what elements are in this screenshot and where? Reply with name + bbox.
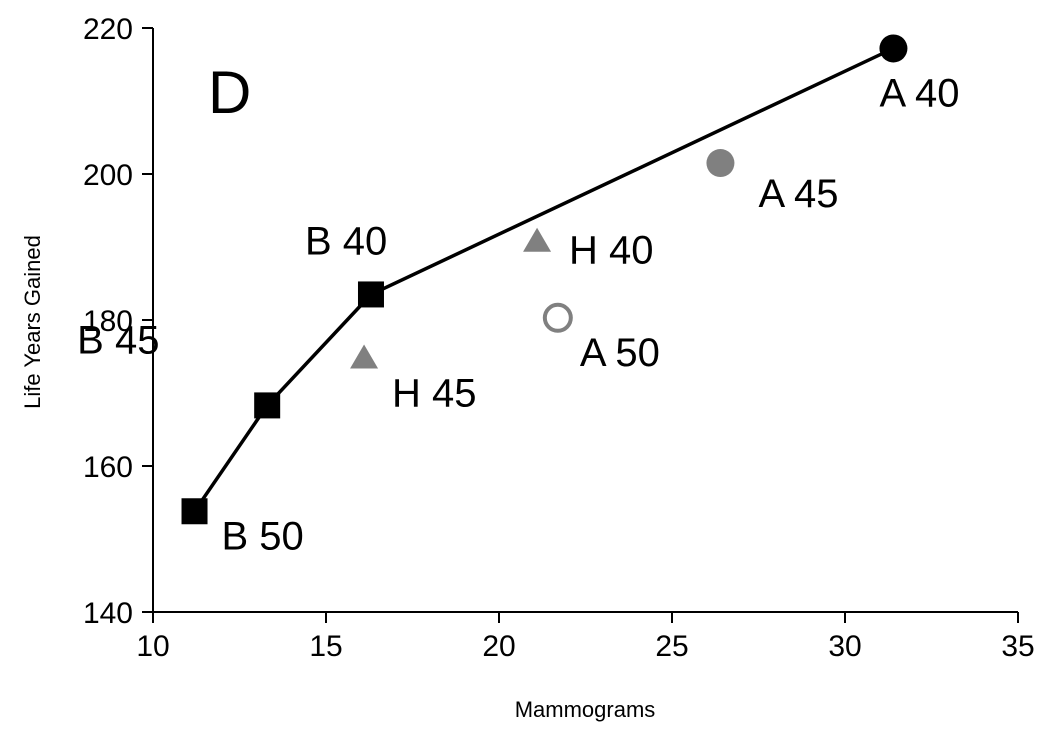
point-label-a-45: A 45: [758, 172, 838, 216]
frontier-line: [193, 46, 895, 513]
marker-a-45: [706, 149, 735, 178]
y-tick-label: 180: [83, 305, 133, 338]
point-label-b-50: B 50: [222, 514, 304, 558]
y-axis-title: Life Years Gained: [20, 235, 45, 409]
y-tick-label: 200: [83, 159, 133, 192]
x-tick-label: 25: [655, 630, 688, 663]
marker-h-45: [350, 344, 379, 369]
point-label-h-45: H 45: [392, 372, 477, 416]
marker-b-45: [254, 392, 281, 419]
y-tick-label: 160: [83, 451, 133, 484]
marker-h-40: [523, 227, 552, 252]
markers: [181, 34, 908, 525]
x-tick-label: 20: [482, 630, 515, 663]
point-label-a-40: A 40: [879, 71, 959, 115]
axes: 10 15 20 25 30 35 140 160 180 200 220: [83, 13, 1035, 663]
x-tick-label: 35: [1001, 630, 1034, 663]
panel-label: D: [208, 59, 251, 126]
point-label-b-40: B 40: [305, 219, 387, 263]
frontier-line-group: [193, 46, 895, 513]
x-tick-label: 15: [309, 630, 342, 663]
marker-a-40: [879, 34, 908, 63]
marker-a-50: [542, 302, 573, 333]
x-axis-title: Mammograms: [515, 697, 656, 722]
point-label-b-45: B 45: [77, 318, 159, 362]
y-tick-label: 220: [83, 13, 133, 46]
y-tick-label: 140: [83, 597, 133, 630]
point-label-h-40: H 40: [569, 229, 654, 273]
x-tick-label: 10: [136, 630, 169, 663]
point-labels: B 50 B 45 B 40 A 40 H 45 H 40 A 45 A 50: [77, 71, 959, 558]
point-label-a-50: A 50: [580, 331, 660, 375]
marker-b-50: [181, 498, 208, 525]
marker-b-40: [357, 281, 384, 308]
x-tick-label: 30: [828, 630, 861, 663]
